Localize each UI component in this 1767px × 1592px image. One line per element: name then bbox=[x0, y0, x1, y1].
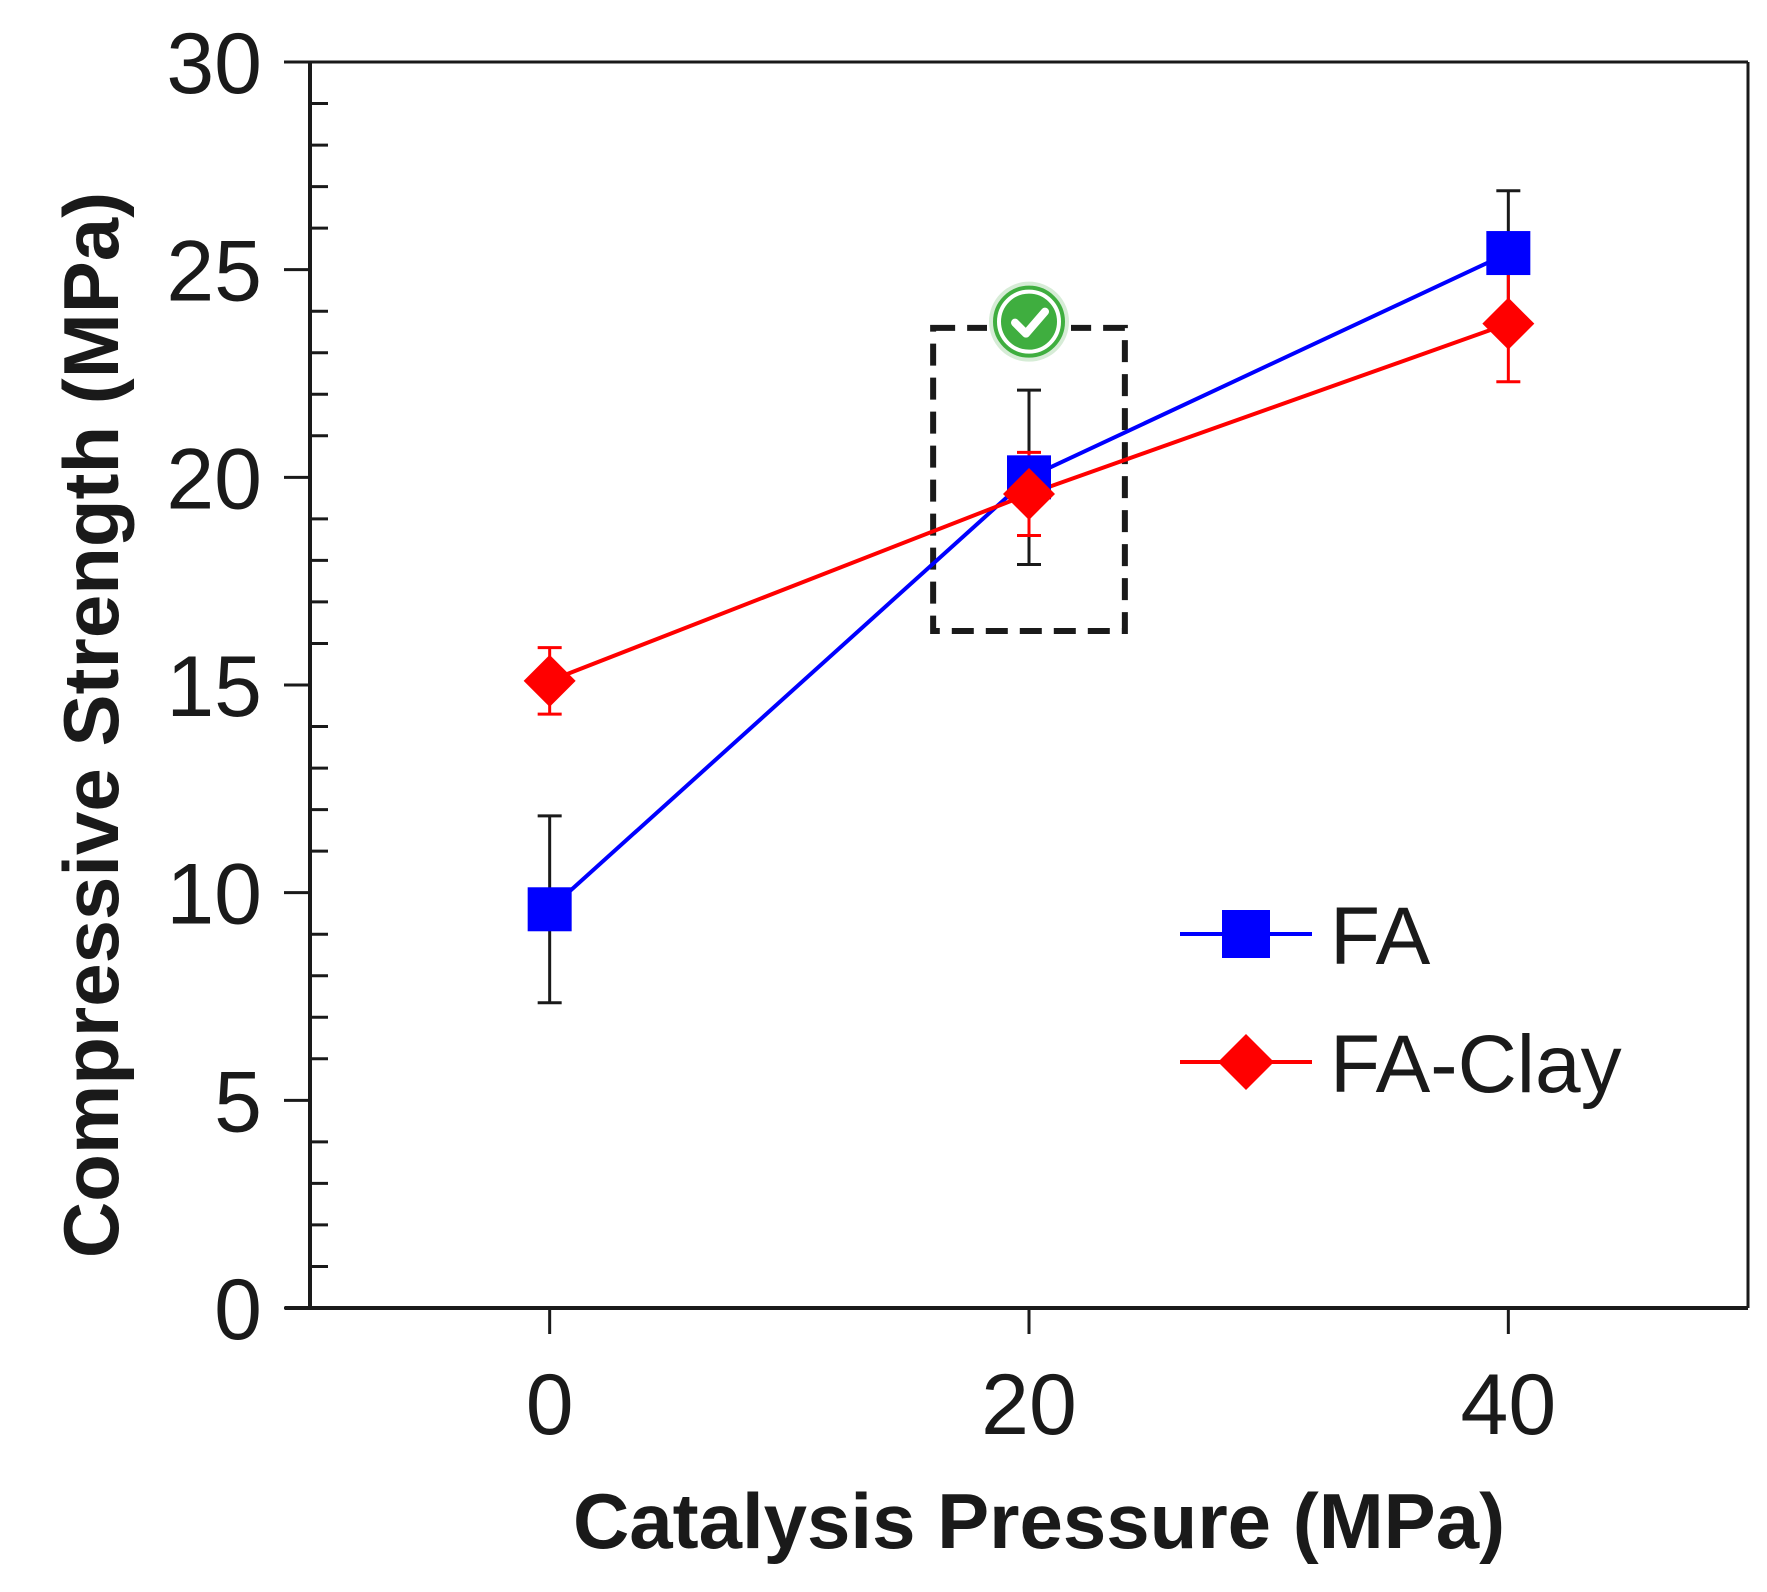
x-tick-label: 40 bbox=[1460, 1357, 1556, 1453]
badge-circle bbox=[989, 281, 1069, 362]
y-tick-label: 20 bbox=[166, 431, 262, 527]
series-layer bbox=[523, 189, 1535, 1005]
y-tick-label: 15 bbox=[166, 639, 262, 735]
x-tick-label: 0 bbox=[526, 1357, 574, 1453]
data-point bbox=[523, 654, 576, 707]
check-circle-icon bbox=[987, 279, 1071, 364]
highlight-dashed-box bbox=[930, 324, 1128, 635]
x-axis-title: Catalysis Pressure (MPa) bbox=[573, 1477, 1505, 1565]
markers-fa-clay bbox=[523, 297, 1535, 707]
y-axis-title: Compressive Strength (MPa) bbox=[47, 192, 135, 1258]
legend-label: FA bbox=[1330, 891, 1431, 982]
y-tick-label: 10 bbox=[166, 847, 262, 943]
annotations bbox=[930, 279, 1128, 635]
legend-marker-diamond bbox=[1218, 1034, 1274, 1090]
tick-marks: 0 5 10 15 20 25 30 0 20 40 bbox=[166, 16, 1556, 1453]
data-point bbox=[1486, 231, 1531, 276]
legend: FA FA-Clay bbox=[1180, 891, 1622, 1110]
y-tick-label: 0 bbox=[214, 1262, 262, 1358]
markers-fa bbox=[527, 231, 1531, 932]
y-tick-label: 5 bbox=[214, 1054, 262, 1150]
check-mark bbox=[1011, 307, 1049, 338]
y-tick-label: 25 bbox=[166, 224, 262, 320]
badge-ring bbox=[997, 289, 1061, 354]
data-point bbox=[527, 887, 572, 932]
data-point bbox=[1482, 297, 1535, 350]
legend-item: FA-Clay bbox=[1180, 1019, 1622, 1110]
legend-item: FA bbox=[1180, 891, 1431, 982]
legend-marker-square bbox=[1222, 910, 1270, 958]
x-tick-label: 20 bbox=[981, 1357, 1077, 1453]
y-tick-label: 30 bbox=[166, 16, 262, 112]
data-point bbox=[1003, 467, 1055, 520]
legend-label: FA-Clay bbox=[1330, 1019, 1622, 1110]
